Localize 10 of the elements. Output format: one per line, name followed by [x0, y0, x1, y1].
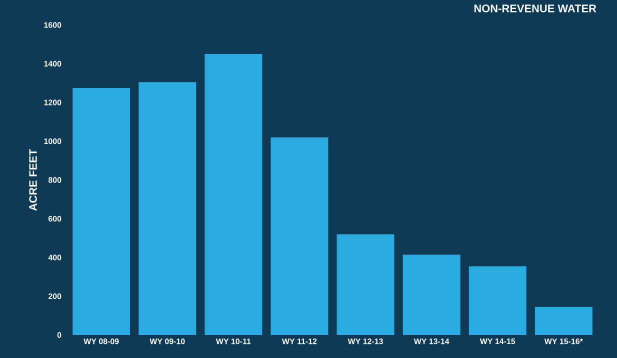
y-axis-title: ACRE FEET	[29, 149, 37, 211]
bar	[138, 82, 196, 335]
bar	[534, 306, 592, 335]
bar	[204, 54, 262, 335]
bar	[468, 266, 526, 335]
bar	[72, 88, 130, 335]
bar	[270, 137, 328, 335]
chart-title: NON-REVENUE WATER	[474, 4, 596, 12]
bar	[402, 254, 460, 335]
bar	[336, 234, 394, 335]
